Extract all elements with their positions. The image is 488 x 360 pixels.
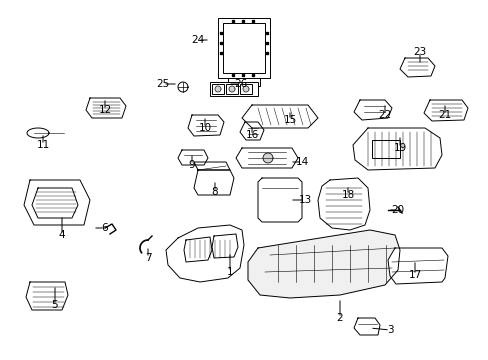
Polygon shape <box>243 86 248 92</box>
Polygon shape <box>247 230 399 298</box>
Text: 3: 3 <box>386 325 392 335</box>
Text: 25: 25 <box>156 79 169 89</box>
Text: 6: 6 <box>102 223 108 233</box>
Bar <box>218 18 269 78</box>
Polygon shape <box>194 170 234 195</box>
Polygon shape <box>27 128 49 138</box>
Polygon shape <box>32 188 78 218</box>
Text: 16: 16 <box>245 130 258 140</box>
Text: 10: 10 <box>198 123 211 133</box>
Text: 11: 11 <box>36 140 49 150</box>
Polygon shape <box>399 58 434 77</box>
Text: 21: 21 <box>437 110 451 120</box>
Polygon shape <box>215 86 221 92</box>
Polygon shape <box>352 128 441 170</box>
Polygon shape <box>387 248 447 284</box>
Text: 7: 7 <box>144 253 151 263</box>
Polygon shape <box>228 86 235 92</box>
Polygon shape <box>423 100 467 121</box>
Polygon shape <box>236 148 297 168</box>
Bar <box>227 78 260 86</box>
Polygon shape <box>317 178 369 230</box>
Polygon shape <box>353 318 379 335</box>
Bar <box>240 84 251 94</box>
Text: 8: 8 <box>211 187 218 197</box>
Text: 19: 19 <box>392 143 406 153</box>
Text: 9: 9 <box>188 160 195 170</box>
Polygon shape <box>178 150 207 165</box>
Polygon shape <box>86 98 126 118</box>
Text: 4: 4 <box>59 230 65 240</box>
Text: 22: 22 <box>378 110 391 120</box>
Polygon shape <box>240 122 264 140</box>
Bar <box>209 82 258 96</box>
Bar <box>212 84 224 94</box>
Text: 13: 13 <box>298 195 311 205</box>
Text: 12: 12 <box>98 105 111 115</box>
Text: 20: 20 <box>390 205 404 215</box>
Polygon shape <box>165 225 244 282</box>
Bar <box>225 84 238 94</box>
Polygon shape <box>194 162 229 170</box>
Text: 24: 24 <box>191 35 204 45</box>
Polygon shape <box>242 105 317 128</box>
Polygon shape <box>263 153 272 163</box>
Polygon shape <box>187 115 224 136</box>
Text: 2: 2 <box>336 313 343 323</box>
Text: 26: 26 <box>234 79 247 89</box>
Polygon shape <box>178 82 187 92</box>
Polygon shape <box>353 100 391 120</box>
Polygon shape <box>258 178 302 222</box>
Bar <box>371 140 399 158</box>
Text: 17: 17 <box>407 270 421 280</box>
Polygon shape <box>183 237 212 262</box>
Bar <box>223 23 264 73</box>
Text: 15: 15 <box>283 115 296 125</box>
Polygon shape <box>24 180 90 225</box>
Text: 23: 23 <box>412 47 426 57</box>
Polygon shape <box>26 282 68 310</box>
Polygon shape <box>212 234 238 258</box>
Text: 1: 1 <box>226 267 233 277</box>
Text: 5: 5 <box>52 300 58 310</box>
Text: 18: 18 <box>341 190 354 200</box>
Text: 14: 14 <box>295 157 308 167</box>
